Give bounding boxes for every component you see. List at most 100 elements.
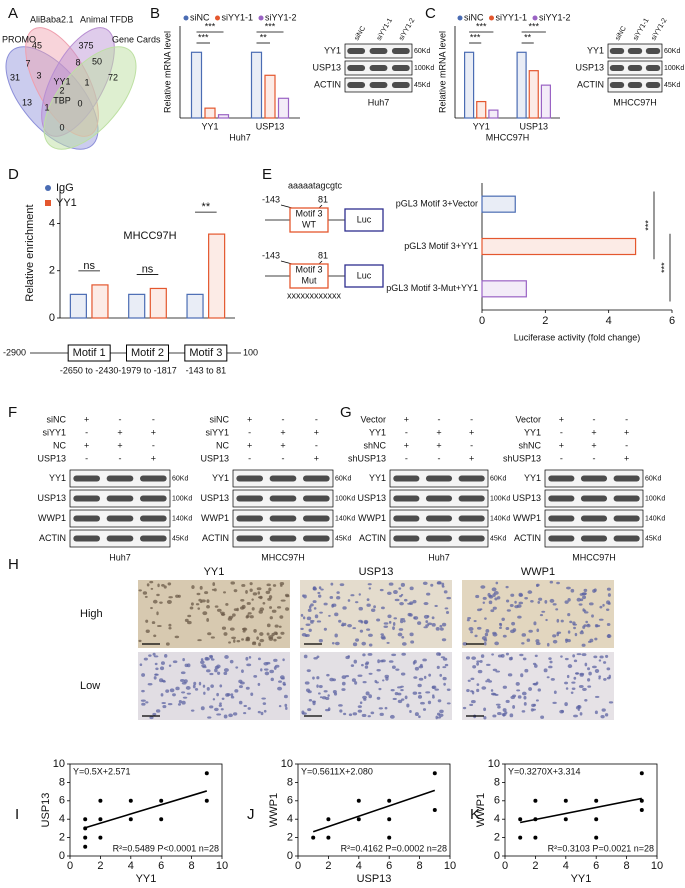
construct-start: -143 xyxy=(262,194,280,204)
nucleus xyxy=(266,661,271,665)
nucleus xyxy=(265,590,271,595)
nucleus xyxy=(545,618,548,622)
nucleus xyxy=(202,665,207,669)
nucleus xyxy=(363,619,369,624)
panel-label: I xyxy=(15,806,19,823)
blot-band xyxy=(140,475,167,482)
blot-band xyxy=(73,515,100,522)
size-label: 100Kd xyxy=(172,495,192,502)
nucleus xyxy=(440,656,446,659)
fit-line xyxy=(520,797,642,824)
nucleus xyxy=(509,713,514,718)
condition-sign: + xyxy=(436,440,441,450)
x-tick-label: 0 xyxy=(479,315,485,327)
nucleus xyxy=(380,633,384,636)
nucleus xyxy=(230,695,235,699)
size-label: 140Kd xyxy=(490,515,510,522)
legend-label: siYY1-2 xyxy=(539,12,571,22)
blot-band xyxy=(391,65,410,71)
nucleus xyxy=(187,620,192,625)
nucleus xyxy=(582,595,587,600)
nucleus xyxy=(341,688,346,691)
nucleus xyxy=(579,673,584,677)
lane-label: siYY1-1 xyxy=(376,17,394,42)
nucleus xyxy=(387,614,392,619)
protein-label: USP13 xyxy=(37,493,66,503)
venn-set-label: Gene Cards xyxy=(112,34,161,44)
nucleus xyxy=(214,605,219,608)
nucleus xyxy=(172,660,178,664)
condition-sign: - xyxy=(625,414,628,424)
nucleus xyxy=(474,634,478,638)
blot-band xyxy=(548,515,575,522)
nucleus xyxy=(527,590,533,594)
nucleus xyxy=(336,591,340,594)
nucleus xyxy=(593,655,598,659)
nucleus xyxy=(155,667,159,671)
condition-sign: - xyxy=(625,440,628,450)
nucleus xyxy=(384,706,388,710)
panel-label: J xyxy=(247,806,255,823)
nucleus xyxy=(577,704,581,708)
condition-label: shNC xyxy=(518,440,541,450)
nucleus xyxy=(443,682,446,686)
nucleus xyxy=(439,627,444,631)
nucleus xyxy=(488,600,493,605)
x-tick-label: 6 xyxy=(593,860,599,872)
nucleus xyxy=(164,653,168,658)
lane-label: siYY1-2 xyxy=(398,17,416,42)
nucleus xyxy=(370,608,376,613)
nucleus xyxy=(273,658,278,662)
nucleus xyxy=(573,626,576,630)
nucleus xyxy=(572,623,578,626)
nucleus xyxy=(206,599,210,604)
nucleus xyxy=(477,669,483,674)
y-tick-label: pGL3 Motif 3+YY1 xyxy=(404,241,478,251)
point xyxy=(518,835,523,840)
nucleus xyxy=(362,695,367,700)
nucleus xyxy=(223,591,226,594)
nucleus xyxy=(154,662,158,666)
y-tick-label: 6 xyxy=(59,795,65,807)
nucleus xyxy=(251,607,255,611)
venn-count: 50 xyxy=(92,56,102,66)
size-label: 60Kd xyxy=(645,475,661,482)
nucleus xyxy=(274,624,279,628)
nucleus xyxy=(350,594,355,597)
nucleus xyxy=(414,712,419,717)
nucleus xyxy=(391,665,396,669)
x-tick-label: USP13 xyxy=(519,121,548,131)
nucleus xyxy=(319,696,323,699)
y-tick-label: pGL3 Motif 3-Mut+YY1 xyxy=(386,283,478,293)
nucleus xyxy=(269,606,273,609)
nucleus xyxy=(400,672,406,676)
nucleus xyxy=(499,623,503,627)
nucleus xyxy=(279,615,284,619)
nucleus xyxy=(386,641,390,644)
nucleus xyxy=(432,695,435,699)
nucleus xyxy=(285,706,288,710)
condition-sign: - xyxy=(560,427,563,437)
blot-band xyxy=(347,82,366,88)
nucleus xyxy=(141,673,146,677)
nucleus xyxy=(548,657,552,660)
motif-label: Motif 3 xyxy=(189,347,222,359)
nucleus xyxy=(476,683,480,686)
nucleus xyxy=(192,684,196,689)
blot-band xyxy=(425,515,453,522)
blot-band xyxy=(609,82,625,88)
nucleus xyxy=(358,593,361,596)
nucleus xyxy=(268,587,272,592)
nucleus xyxy=(594,624,599,628)
protein-label: YY1 xyxy=(369,473,386,483)
nucleus xyxy=(535,699,539,702)
nucleus xyxy=(249,615,254,619)
x-tick-label: 2 xyxy=(325,860,331,872)
blot-band xyxy=(303,535,330,542)
nucleus xyxy=(482,596,487,600)
motif-box xyxy=(126,344,169,362)
nucleus xyxy=(417,621,422,625)
point xyxy=(326,817,331,822)
nucleus xyxy=(535,639,540,643)
nucleus xyxy=(516,689,521,692)
